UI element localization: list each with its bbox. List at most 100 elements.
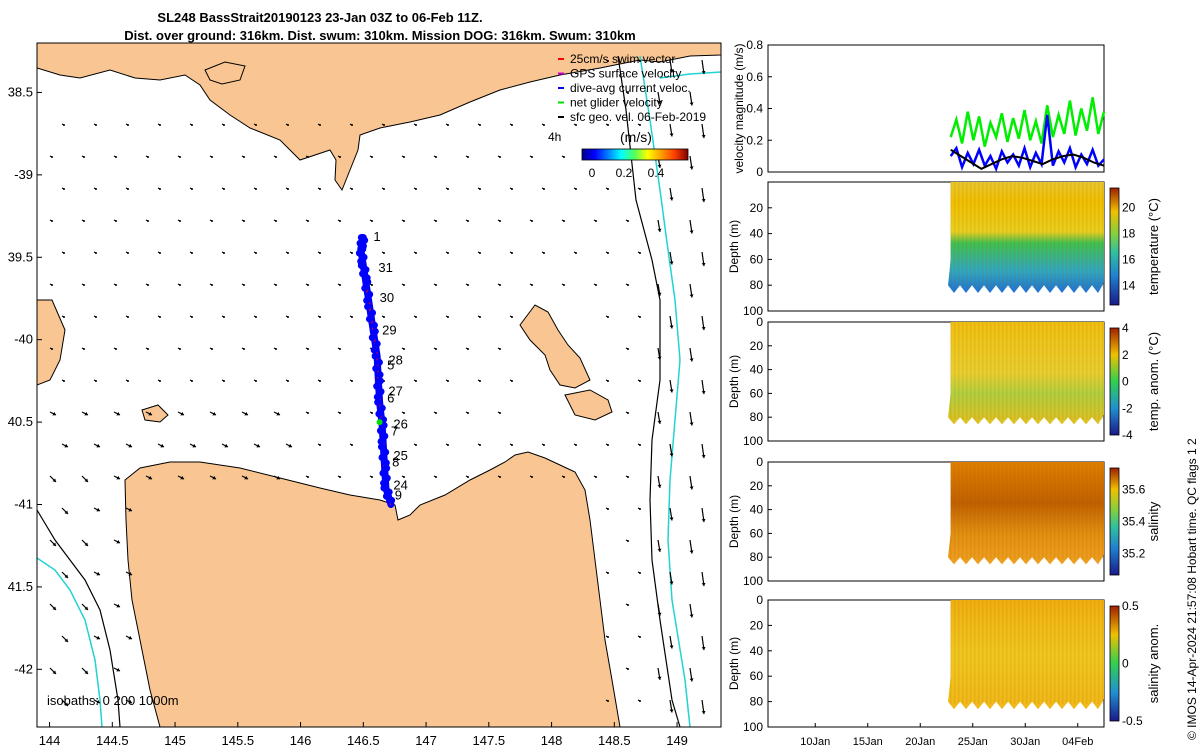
map-content: 1 31 30 29 285 276 267 258 249 (37, 43, 721, 727)
temperature-y-tick-label: 20 (750, 201, 764, 215)
current-vector-head (403, 284, 405, 286)
current-vector-head (211, 156, 213, 158)
current-vector-head (179, 284, 181, 286)
track-day-label: 1 (373, 229, 380, 244)
track-day-label: 29 (382, 323, 396, 338)
sal_anom-colorbar (1109, 605, 1120, 722)
current-vector-head (531, 220, 533, 222)
current-vector-head (63, 188, 65, 190)
current-vector-head (244, 411, 248, 416)
temperature-colorbar-tick: 20 (1122, 201, 1136, 215)
current-vector-head (275, 284, 277, 286)
current-vector-head (689, 166, 694, 170)
current-vector-head (447, 124, 449, 126)
current-vector-head (479, 252, 481, 254)
current-vector-head (435, 412, 437, 414)
velocity-axes (767, 44, 1105, 173)
salinity-colorbar-label: salinity (1146, 501, 1161, 541)
current-vector-head (627, 668, 629, 670)
current-vector-head (627, 604, 629, 606)
victoria-land (37, 43, 721, 192)
legend-entry: GPS surface velocity (570, 67, 681, 81)
track-point (370, 321, 378, 329)
track-point (375, 358, 383, 366)
current-vector-head (415, 124, 417, 126)
time-x-tick-label: 15Jan (853, 736, 883, 748)
current-vector-head (51, 220, 53, 222)
current-vector-head (403, 156, 405, 158)
current-vector-head (128, 507, 132, 512)
temp_anom-heatmap (948, 322, 1104, 425)
track-point (370, 346, 378, 354)
track-day-label: 24 (393, 478, 407, 493)
current-vector-head (657, 548, 662, 552)
isobath-1000m-top (659, 71, 721, 79)
current-vector-head (287, 316, 289, 318)
current-vector-head (96, 443, 100, 448)
current-vector-head (180, 475, 184, 480)
current-vector-head (287, 124, 289, 126)
track-point (382, 492, 390, 500)
current-vector-head (415, 380, 417, 382)
current-vector-head (180, 411, 184, 416)
current-vector-head (351, 188, 353, 190)
current-vector-head (499, 476, 501, 478)
current-vector-head (415, 252, 417, 254)
sal_anom-y-tick-label: 60 (750, 669, 764, 683)
current-vector-head (563, 476, 565, 478)
current-vector-head (63, 252, 65, 254)
velocity-y-tick-label: 0.6 (746, 70, 763, 84)
current-vector-head (288, 443, 292, 448)
salinity-y-tick-label: 100 (743, 574, 763, 588)
current-vector-head (116, 475, 120, 480)
current-vector-head (63, 124, 65, 126)
current-vector-head (669, 517, 674, 521)
map-y-tick-label: 40.5 (8, 414, 33, 429)
current-vector-head (223, 380, 225, 382)
current-vector-head (147, 220, 149, 222)
current-vector-head (575, 444, 577, 446)
current-vector-head (511, 380, 513, 382)
current-vector-head (148, 411, 152, 416)
temp_anom-y-tick-label: 40 (750, 363, 764, 377)
track-day-label: 28 (388, 352, 402, 367)
legend-entry: dive-avg current veloc. (570, 81, 691, 95)
temp_anom-y-tick-label: 100 (743, 434, 763, 448)
track-point (366, 290, 374, 298)
track-point (369, 309, 377, 317)
current-vector-head (511, 124, 513, 126)
current-vector-head (95, 252, 97, 254)
current-vector-head (689, 422, 694, 426)
current-vector-head (499, 412, 501, 414)
current-vector-head (307, 348, 309, 350)
current-vector-head (371, 156, 373, 158)
current-vector-head (479, 188, 481, 190)
current-vector-head (339, 284, 341, 286)
sal_anom-y-tick-label: 40 (750, 644, 764, 658)
current-vector-head (639, 700, 641, 702)
current-vector-head (351, 316, 353, 318)
current-vector-head (148, 475, 152, 480)
track-point (374, 398, 382, 406)
current-vector-head (95, 124, 97, 126)
current-vector-head (160, 443, 164, 448)
current-vector-head (657, 100, 662, 104)
temp_anom-colorbar-tick: -2 (1122, 401, 1133, 415)
current-vector-head (435, 348, 437, 350)
current-vector-head (383, 316, 385, 318)
map-x-tick-label: 146.5 (347, 733, 380, 748)
isobath-200m (37, 55, 681, 727)
current-vector-head (415, 188, 417, 190)
map-x-tick-label: 148 (541, 733, 563, 748)
current-vector-head (95, 316, 97, 318)
king-island-land (37, 299, 66, 386)
current-vector-head (467, 220, 469, 222)
current-vector-head (701, 70, 706, 75)
current-vector-head (351, 444, 353, 446)
current-vector-head (657, 228, 662, 232)
current-vector-head (307, 284, 309, 286)
isobath-label: isobaths: 0 200 1000m (47, 693, 179, 708)
track-point (382, 459, 390, 467)
